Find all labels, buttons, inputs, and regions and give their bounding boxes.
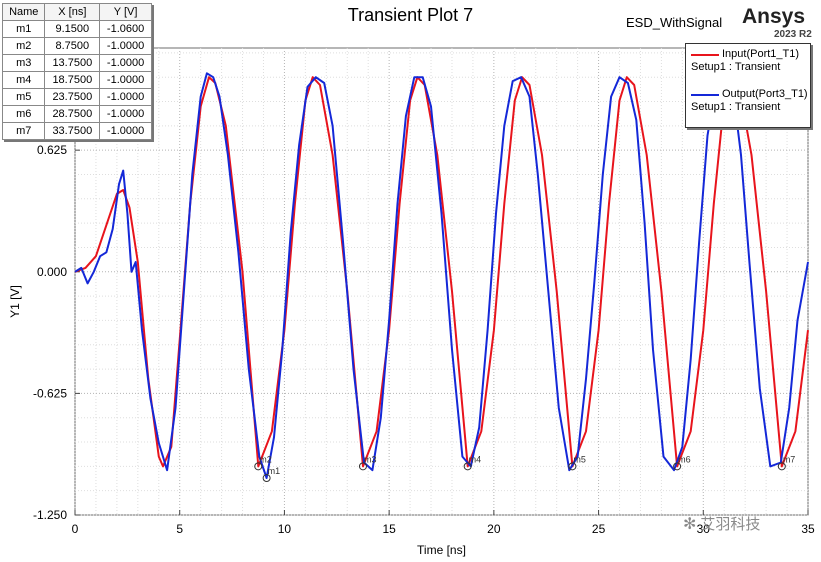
marker-col-name: Name — [1, 3, 46, 21]
x-tick-label: 15 — [382, 522, 396, 536]
marker-x: 9.1500 — [44, 20, 101, 38]
marker-table[interactable]: Name X [ns] Y [V] m1 9.1500 -1.0600 m2 8… — [1, 3, 152, 140]
marker-label: m3 — [364, 454, 377, 464]
legend-label-output: Output(Port3_T1) — [722, 88, 808, 100]
y-tick-label: 0.625 — [37, 143, 67, 157]
marker-name: m4 — [1, 71, 46, 89]
marker-col-y: Y [V] — [99, 3, 152, 21]
y-tick-label: -1.250 — [33, 508, 67, 522]
marker-point — [568, 462, 577, 471]
marker-x: 13.7500 — [44, 54, 101, 72]
marker-y: -1.0000 — [99, 122, 152, 140]
x-tick-label: 5 — [176, 522, 183, 536]
marker-x: 8.7500 — [44, 37, 101, 55]
x-tick-label: 20 — [487, 522, 501, 536]
y-tick-label: -0.625 — [33, 386, 67, 400]
table-row[interactable]: m1 9.1500 -1.0600 — [1, 20, 152, 38]
marker-table-header: Name X [ns] Y [V] — [1, 3, 152, 21]
marker-y: -1.0600 — [99, 20, 152, 38]
x-tick-label: 25 — [592, 522, 606, 536]
y-axis-label: Y1 [V] — [8, 285, 22, 318]
marker-label: m2 — [259, 454, 272, 464]
table-row[interactable]: m5 23.7500 -1.0000 — [1, 88, 152, 106]
marker-x: 18.7500 — [44, 71, 101, 89]
marker-y: -1.0000 — [99, 37, 152, 55]
marker-label: m1 — [268, 466, 281, 476]
marker-name: m3 — [1, 54, 46, 72]
y-tick-label: 0.000 — [37, 265, 67, 279]
marker-label: m7 — [783, 454, 796, 464]
wechat-icon: ✻ — [683, 516, 697, 533]
legend-swatch-output — [691, 94, 719, 96]
x-tick-label: 30 — [697, 522, 711, 536]
marker-name: m5 — [1, 88, 46, 106]
table-row[interactable]: m4 18.7500 -1.0000 — [1, 71, 152, 89]
design-name: ESD_WithSignal — [626, 15, 723, 30]
legend-setup-output: Setup1 : Transient — [691, 101, 781, 113]
x-tick-label: 0 — [72, 522, 79, 536]
marker-y: -1.0000 — [99, 54, 152, 72]
legend-label-input: Input(Port1_T1) — [722, 48, 800, 60]
marker-point — [777, 462, 786, 471]
marker-x: 33.7500 — [44, 122, 101, 140]
legend-setup-input: Setup1 : Transient — [691, 61, 781, 73]
marker-point — [254, 462, 263, 471]
table-row[interactable]: m6 28.7500 -1.0000 — [1, 105, 152, 123]
marker-point — [673, 462, 682, 471]
x-tick-label: 10 — [278, 522, 292, 536]
watermark-text: 艾羽科技 — [700, 516, 761, 533]
chart-title: Transient Plot 7 — [347, 5, 474, 25]
marker-name: m7 — [1, 122, 46, 140]
brand-logo: Ansys — [742, 5, 806, 28]
table-row[interactable]: m2 8.7500 -1.0000 — [1, 37, 152, 55]
marker-label: m4 — [469, 454, 482, 464]
marker-name: m6 — [1, 105, 46, 123]
marker-y: -1.0000 — [99, 71, 152, 89]
marker-x: 28.7500 — [44, 105, 101, 123]
marker-label: m6 — [678, 454, 691, 464]
marker-y: -1.0000 — [99, 88, 152, 106]
marker-name: m1 — [1, 20, 46, 38]
brand-version: 2023 R2 — [774, 29, 812, 40]
watermark: ✻ 艾羽科技 — [683, 513, 760, 534]
marker-point — [262, 474, 271, 483]
marker-col-x: X [ns] — [44, 3, 101, 21]
x-tick-label: 35 — [801, 522, 815, 536]
legend[interactable]: Input(Port1_T1) Setup1 : Transient Outpu… — [685, 43, 811, 128]
marker-point — [358, 462, 367, 471]
table-row[interactable]: m7 33.7500 -1.0000 — [1, 122, 152, 140]
x-axis-label: Time [ns] — [417, 543, 466, 557]
legend-swatch-input — [691, 54, 719, 56]
marker-y: -1.0000 — [99, 105, 152, 123]
marker-x: 23.7500 — [44, 88, 101, 106]
marker-label: m5 — [573, 454, 586, 464]
marker-point — [463, 462, 472, 471]
table-row[interactable]: m3 13.7500 -1.0000 — [1, 54, 152, 72]
marker-name: m2 — [1, 37, 46, 55]
